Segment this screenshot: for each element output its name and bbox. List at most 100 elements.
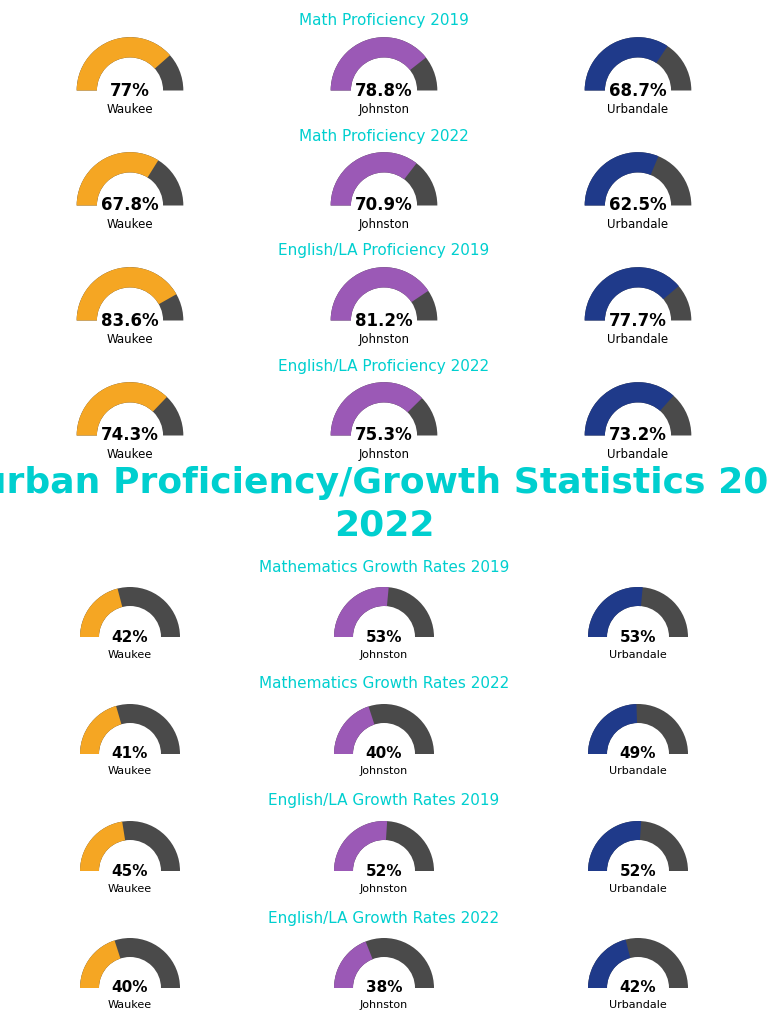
Text: Urbandale: Urbandale bbox=[607, 218, 669, 230]
Text: 53%: 53% bbox=[366, 630, 402, 644]
Text: Urbandale: Urbandale bbox=[607, 447, 669, 461]
Text: English/LA Proficiency 2019: English/LA Proficiency 2019 bbox=[278, 244, 490, 258]
Text: 62.5%: 62.5% bbox=[609, 197, 667, 214]
Wedge shape bbox=[80, 821, 125, 871]
Wedge shape bbox=[584, 37, 691, 90]
Text: 77%: 77% bbox=[110, 82, 150, 99]
Wedge shape bbox=[77, 37, 184, 90]
Wedge shape bbox=[588, 587, 688, 637]
Wedge shape bbox=[584, 37, 667, 90]
Text: Waukee: Waukee bbox=[108, 884, 152, 894]
Text: Waukee: Waukee bbox=[107, 218, 154, 230]
Text: Urbandale: Urbandale bbox=[609, 1000, 667, 1011]
Wedge shape bbox=[334, 587, 389, 637]
Text: Johnston: Johnston bbox=[360, 1000, 408, 1011]
Wedge shape bbox=[80, 705, 180, 754]
Text: 41%: 41% bbox=[112, 746, 148, 762]
Wedge shape bbox=[80, 821, 180, 871]
Wedge shape bbox=[77, 267, 177, 321]
Text: 38%: 38% bbox=[366, 981, 402, 995]
Text: 70.9%: 70.9% bbox=[355, 197, 413, 214]
Text: Mathematics Growth Rates 2022: Mathematics Growth Rates 2022 bbox=[259, 677, 509, 691]
Wedge shape bbox=[334, 938, 434, 988]
Text: Urbandale: Urbandale bbox=[609, 649, 667, 659]
Text: 83.6%: 83.6% bbox=[101, 311, 159, 330]
Wedge shape bbox=[331, 37, 437, 90]
Wedge shape bbox=[334, 821, 387, 871]
Text: Waukee: Waukee bbox=[107, 102, 154, 116]
Text: Urbandale: Urbandale bbox=[609, 767, 667, 776]
Text: English/LA Growth Rates 2022: English/LA Growth Rates 2022 bbox=[269, 910, 499, 926]
Text: 81.2%: 81.2% bbox=[355, 311, 413, 330]
Wedge shape bbox=[80, 706, 121, 754]
Wedge shape bbox=[331, 37, 426, 90]
Wedge shape bbox=[334, 707, 375, 754]
Text: 42%: 42% bbox=[620, 981, 657, 995]
Wedge shape bbox=[80, 587, 180, 637]
Text: 78.8%: 78.8% bbox=[355, 82, 413, 99]
Text: Waukee: Waukee bbox=[108, 767, 152, 776]
Text: Johnston: Johnston bbox=[359, 333, 409, 346]
Text: Waukee: Waukee bbox=[108, 649, 152, 659]
Text: 75.3%: 75.3% bbox=[355, 427, 413, 444]
Wedge shape bbox=[331, 382, 422, 435]
Text: 77.7%: 77.7% bbox=[609, 311, 667, 330]
Wedge shape bbox=[334, 821, 434, 871]
Wedge shape bbox=[77, 37, 170, 90]
Wedge shape bbox=[584, 153, 691, 206]
Wedge shape bbox=[584, 153, 658, 206]
Wedge shape bbox=[77, 382, 184, 435]
Text: Urbandale: Urbandale bbox=[609, 884, 667, 894]
Text: Waukee: Waukee bbox=[107, 447, 154, 461]
Text: 45%: 45% bbox=[112, 863, 148, 879]
Wedge shape bbox=[77, 382, 167, 435]
Text: 74.3%: 74.3% bbox=[101, 427, 159, 444]
Text: Johnston: Johnston bbox=[360, 767, 408, 776]
Wedge shape bbox=[588, 938, 688, 988]
Text: 42%: 42% bbox=[111, 630, 148, 644]
Text: Suburban Proficiency/Growth Statistics 2019 v.
2022: Suburban Proficiency/Growth Statistics 2… bbox=[0, 466, 768, 542]
Text: 49%: 49% bbox=[620, 746, 656, 762]
Text: 40%: 40% bbox=[112, 981, 148, 995]
Wedge shape bbox=[584, 382, 691, 435]
Wedge shape bbox=[77, 153, 184, 206]
Wedge shape bbox=[588, 705, 688, 754]
Wedge shape bbox=[588, 940, 631, 988]
Text: Math Proficiency 2022: Math Proficiency 2022 bbox=[299, 128, 469, 143]
Text: English/LA Growth Rates 2019: English/LA Growth Rates 2019 bbox=[268, 794, 500, 809]
Wedge shape bbox=[584, 382, 674, 435]
Text: Johnston: Johnston bbox=[360, 884, 408, 894]
Text: Johnston: Johnston bbox=[359, 218, 409, 230]
Text: 68.7%: 68.7% bbox=[609, 82, 667, 99]
Wedge shape bbox=[588, 821, 688, 871]
Wedge shape bbox=[80, 938, 180, 988]
Text: 73.2%: 73.2% bbox=[609, 427, 667, 444]
Wedge shape bbox=[588, 705, 637, 754]
Wedge shape bbox=[588, 587, 643, 637]
Wedge shape bbox=[331, 153, 416, 206]
Wedge shape bbox=[588, 821, 641, 871]
Wedge shape bbox=[80, 589, 122, 637]
Wedge shape bbox=[331, 153, 437, 206]
Text: Urbandale: Urbandale bbox=[607, 333, 669, 346]
Wedge shape bbox=[80, 940, 121, 988]
Wedge shape bbox=[331, 382, 437, 435]
Text: Math Proficiency 2019: Math Proficiency 2019 bbox=[299, 13, 469, 29]
Wedge shape bbox=[331, 267, 429, 321]
Text: Johnston: Johnston bbox=[359, 102, 409, 116]
Text: 67.8%: 67.8% bbox=[101, 197, 159, 214]
Text: Johnston: Johnston bbox=[360, 649, 408, 659]
Wedge shape bbox=[584, 267, 679, 321]
Wedge shape bbox=[334, 705, 434, 754]
Wedge shape bbox=[77, 267, 184, 321]
Text: Waukee: Waukee bbox=[108, 1000, 152, 1011]
Text: 53%: 53% bbox=[620, 630, 656, 644]
Text: English/LA Proficiency 2022: English/LA Proficiency 2022 bbox=[279, 358, 489, 374]
Text: Johnston: Johnston bbox=[359, 447, 409, 461]
Wedge shape bbox=[77, 153, 158, 206]
Text: 40%: 40% bbox=[366, 746, 402, 762]
Text: 52%: 52% bbox=[620, 863, 657, 879]
Wedge shape bbox=[334, 587, 434, 637]
Text: 52%: 52% bbox=[366, 863, 402, 879]
Wedge shape bbox=[584, 267, 691, 321]
